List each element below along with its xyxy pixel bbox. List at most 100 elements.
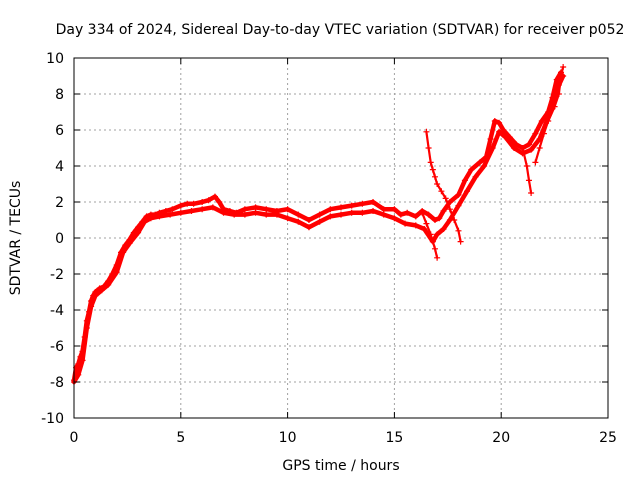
- data-point-marker: [105, 281, 112, 288]
- data-point-marker: [431, 245, 438, 252]
- data-point-marker: [468, 166, 475, 173]
- data-point-marker: [327, 213, 334, 220]
- data-point-marker: [440, 208, 447, 214]
- data-point-marker: [455, 191, 462, 198]
- data-point-marker: [75, 371, 82, 378]
- data-point-marker: [464, 188, 471, 195]
- data-point-marker: [457, 238, 464, 245]
- data-point-marker: [263, 206, 270, 213]
- data-point-marker: [205, 197, 212, 204]
- data-point-marker: [545, 118, 552, 124]
- y-tick-label: 6: [55, 123, 64, 139]
- data-point-marker: [348, 209, 355, 216]
- data-point-marker: [451, 217, 458, 223]
- grid-layer: [74, 58, 608, 418]
- y-tick-label: 8: [55, 87, 64, 103]
- data-point-marker: [551, 103, 558, 110]
- data-point-marker: [263, 211, 270, 218]
- data-point-marker: [220, 209, 227, 216]
- data-point-marker: [496, 119, 503, 126]
- data-point-marker: [359, 209, 366, 216]
- data-point-marker: [427, 231, 434, 238]
- y-tick-label: 10: [46, 51, 64, 67]
- x-tick-label: 15: [385, 430, 403, 446]
- data-point-marker: [528, 190, 535, 196]
- y-tick-label: 0: [55, 231, 64, 247]
- data-point-marker: [252, 209, 259, 216]
- data-point-marker: [538, 118, 545, 124]
- data-point-marker: [348, 202, 355, 209]
- data-point-marker: [434, 254, 441, 261]
- data-point-marker: [83, 325, 90, 331]
- data-point-marker: [295, 211, 302, 218]
- data-point-marker: [177, 209, 184, 216]
- data-point-marker: [184, 200, 191, 207]
- data-point-marker: [88, 303, 95, 310]
- x-tick-label: 0: [70, 430, 79, 446]
- data-point-marker: [455, 227, 462, 234]
- data-point-marker: [425, 145, 432, 151]
- data-point-marker: [419, 209, 426, 216]
- data-point-marker: [147, 215, 154, 222]
- data-point-marker: [431, 173, 438, 180]
- data-point-marker: [434, 231, 441, 238]
- chart-title: Day 334 of 2024, Sidereal Day-to-day VTE…: [56, 22, 625, 38]
- x-tick-label: 5: [176, 430, 185, 446]
- data-point-marker: [284, 206, 291, 213]
- data-point-marker: [370, 199, 377, 205]
- data-point-marker: [167, 211, 174, 218]
- data-point-marker: [412, 213, 419, 220]
- y-tick-label: -2: [50, 267, 64, 283]
- data-point-marker: [397, 211, 404, 218]
- data-point-marker: [241, 211, 248, 218]
- data-point-marker: [555, 91, 562, 97]
- data-point-marker: [241, 206, 248, 213]
- data-point-marker: [536, 145, 543, 151]
- data-point-marker: [305, 224, 312, 231]
- y-tick-label: -8: [50, 375, 64, 391]
- data-point-marker: [489, 145, 496, 151]
- data-point-marker: [502, 134, 509, 141]
- data-point-marker: [436, 215, 443, 222]
- data-point-marker: [525, 177, 532, 184]
- data-point-marker: [199, 199, 206, 205]
- series-trace: [521, 146, 533, 195]
- data-point-marker: [113, 269, 120, 276]
- data-point-marker: [496, 128, 503, 135]
- x-tick-label: 25: [599, 430, 617, 446]
- data-point-marker: [523, 163, 530, 169]
- data-point-marker: [425, 211, 432, 218]
- data-point-marker: [126, 240, 133, 247]
- data-point-marker: [79, 357, 86, 364]
- data-point-marker: [273, 211, 280, 218]
- data-point-marker: [199, 206, 206, 213]
- data-point-marker: [162, 208, 169, 214]
- series-trace: [71, 70, 564, 383]
- data-point-marker: [560, 64, 567, 70]
- data-point-marker: [525, 141, 532, 148]
- data-point-marker: [156, 213, 163, 220]
- data-point-marker: [442, 195, 449, 202]
- data-point-marker: [391, 215, 398, 222]
- data-point-marker: [491, 118, 498, 124]
- data-point-marker: [338, 204, 344, 211]
- data-point-marker: [211, 193, 218, 200]
- y-tick-label: -10: [41, 411, 64, 427]
- data-point-marker: [120, 249, 127, 256]
- tick-layer: 0 5 10 15 20 25 -10 -8 -6 -4 -2 0 2 4 6 8 10: [41, 51, 617, 446]
- data-point-marker: [370, 208, 377, 214]
- data-point-marker: [380, 211, 387, 218]
- data-point-marker: [481, 163, 488, 169]
- data-point-marker: [231, 211, 238, 218]
- data-point-marker: [98, 287, 105, 294]
- data-point-marker: [434, 181, 441, 187]
- data-point-marker: [427, 159, 434, 166]
- data-point-marker: [476, 159, 483, 166]
- data-point-marker: [188, 208, 195, 214]
- data-point-marker: [391, 206, 398, 213]
- data-point-marker: [429, 166, 436, 173]
- data-point-marker: [553, 76, 560, 83]
- data-point-marker: [472, 173, 479, 180]
- y-tick-label: 4: [55, 159, 64, 175]
